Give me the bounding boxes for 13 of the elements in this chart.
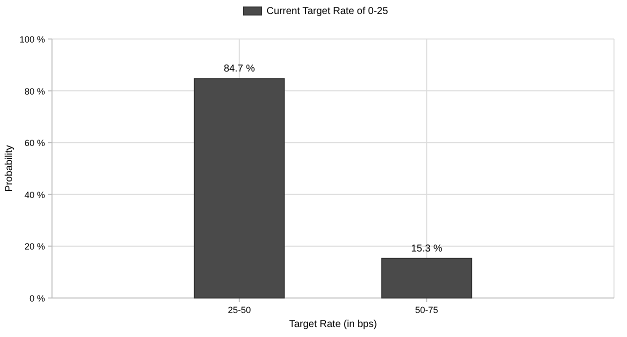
data-label: 84.7 % xyxy=(224,64,256,75)
x-tick-label: 25-50 xyxy=(228,305,251,315)
data-label: 15.3 % xyxy=(411,243,442,254)
x-tick-label: 50-75 xyxy=(415,305,438,315)
y-tick-label: 40 % xyxy=(24,190,45,200)
y-tick-label: 0 % xyxy=(29,294,45,304)
y-tick-label: 60 % xyxy=(24,138,45,148)
legend-label: Current Target Rate of 0-25 xyxy=(266,6,388,17)
y-axis-title: Probability xyxy=(4,145,15,192)
y-tick-label: 20 % xyxy=(24,242,45,252)
y-tick-label: 100 % xyxy=(19,34,45,44)
x-axis-title: Target Rate (in bps) xyxy=(289,319,377,330)
y-tick-label: 80 % xyxy=(24,86,45,96)
